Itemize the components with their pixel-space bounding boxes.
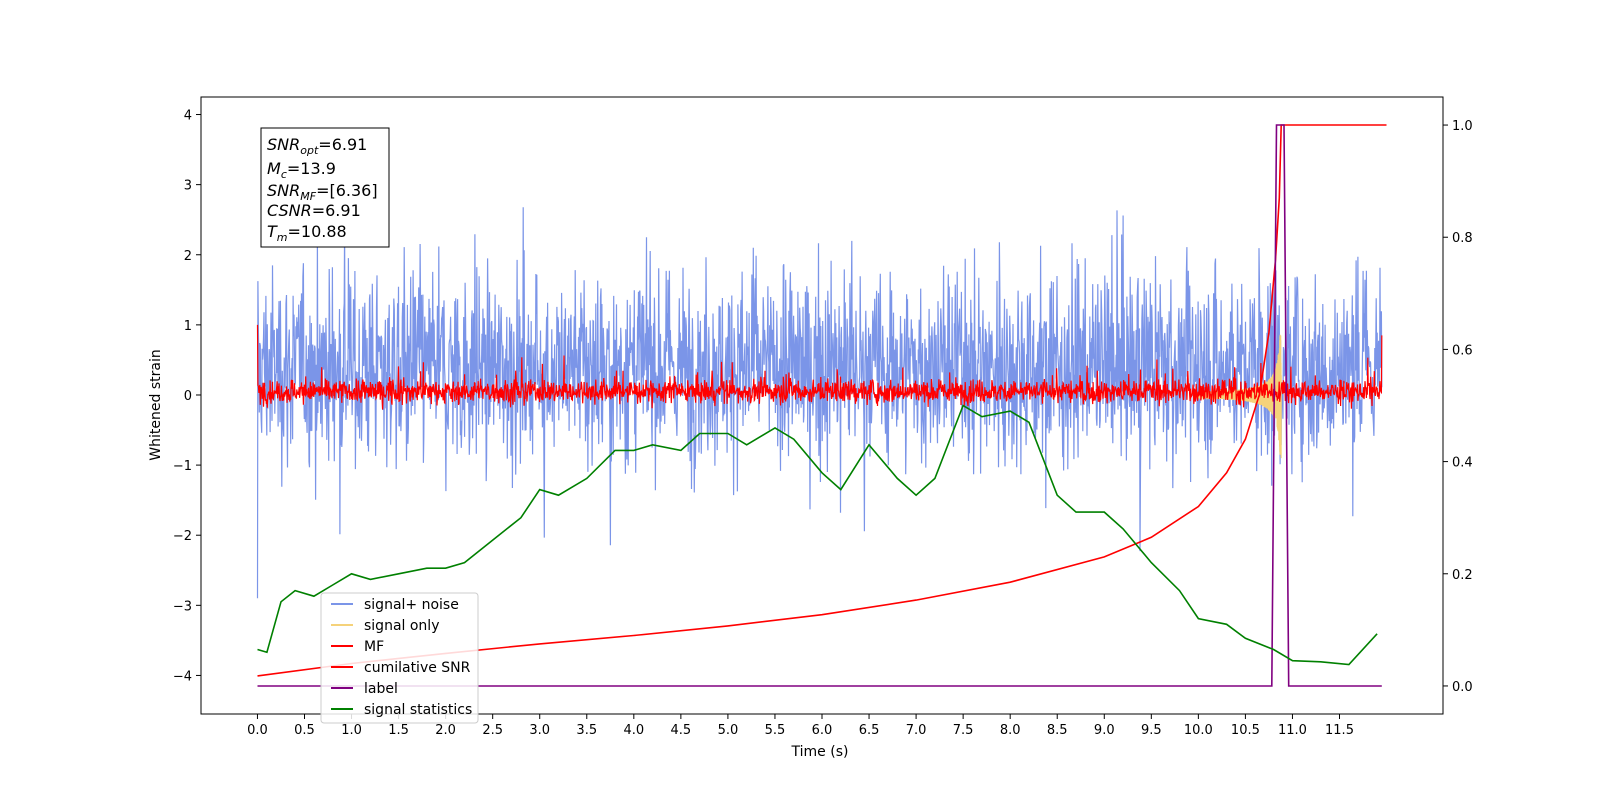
label-line	[257, 124, 1382, 687]
y-tick-label: −1	[173, 459, 192, 474]
y-tick-label: 1	[184, 319, 192, 334]
x-tick-label: 4.0	[623, 723, 644, 738]
y-tick-label: −4	[173, 669, 192, 684]
x-tick-label: 1.5	[388, 723, 409, 738]
legend: signal+ noise signal only MF cumilative SNR…	[320, 592, 479, 724]
x-tick-label: 3.5	[576, 723, 597, 738]
legend-label: MF	[364, 639, 384, 655]
info-mc: Mc=13.9	[267, 159, 336, 181]
legend-label: signal statistics	[364, 702, 472, 718]
x-tick-label: 10.5	[1231, 723, 1260, 738]
info-tm: Tm=10.88	[267, 222, 347, 244]
y-axis-label: Whitened strain	[148, 349, 164, 460]
y2-tick-label: 1.0	[1452, 119, 1473, 134]
info-csnr: CSNR=6.91	[267, 201, 361, 220]
x-tick-label: 2.0	[435, 723, 456, 738]
x-tick-label: 10.0	[1184, 723, 1213, 738]
x-tick-label: 11.0	[1278, 723, 1307, 738]
y-tick-label: 0	[184, 389, 192, 404]
x-tick-label: 9.0	[1094, 723, 1115, 738]
x-tick-label: 9.5	[1141, 723, 1162, 738]
y-tick-label: −3	[173, 599, 192, 614]
y-tick-label: 4	[184, 109, 192, 124]
x-tick-label: 5.5	[765, 723, 786, 738]
x-tick-label: 5.0	[718, 723, 739, 738]
signal-noise-line	[256, 207, 1383, 599]
series-layer	[256, 124, 1387, 687]
info-snr-opt: SNRopt=6.91	[267, 135, 367, 157]
x-axis: 0.0 0.5 1.0 1.5 2.0 2.5 3.0 3.5 4.0 4.5 5.0 5.5 6.0 6…	[247, 714, 1354, 738]
x-tick-label: 0.0	[247, 723, 268, 738]
y-axis-left: 4 3 2 1 0 −1 −2 −3 −4	[173, 109, 201, 684]
cumulative-snr-line	[257, 124, 1387, 677]
x-tick-label: 6.5	[859, 723, 880, 738]
x-axis-label: Time (s)	[791, 744, 849, 760]
x-tick-label: 8.0	[1000, 723, 1021, 738]
legend-label: signal only	[364, 618, 439, 634]
x-tick-label: 2.5	[482, 723, 503, 738]
y-tick-label: 3	[184, 179, 192, 194]
y2-tick-label: 0.8	[1452, 231, 1473, 246]
x-tick-label: 4.5	[671, 723, 692, 738]
info-snr-mf: SNRMF=[6.36]	[267, 181, 378, 203]
x-tick-label: 11.5	[1325, 723, 1354, 738]
legend-label: cumilative SNR	[364, 660, 471, 676]
mf-line	[256, 324, 1383, 410]
x-tick-label: 8.5	[1047, 723, 1068, 738]
x-tick-label: 1.0	[341, 723, 362, 738]
legend-label: label	[364, 681, 398, 697]
legend-label: signal+ noise	[364, 597, 459, 613]
y2-tick-label: 0.0	[1452, 680, 1473, 695]
x-tick-label: 7.0	[906, 723, 927, 738]
y2-tick-label: 0.4	[1452, 456, 1473, 471]
y-tick-label: −2	[173, 529, 192, 544]
y-axis-right: 1.0 0.8 0.6 0.4 0.2 0.0	[1443, 119, 1473, 695]
x-tick-label: 6.0	[812, 723, 833, 738]
x-tick-label: 0.5	[294, 723, 315, 738]
y2-tick-label: 0.2	[1452, 568, 1473, 583]
signal-statistics-line	[257, 404, 1378, 666]
y-tick-label: 2	[184, 249, 192, 264]
info-box: SNRopt=6.91 Mc=13.9 SNRMF=[6.36] CSNR=6.…	[260, 127, 390, 248]
y2-tick-label: 0.6	[1452, 343, 1473, 358]
x-tick-label: 3.0	[529, 723, 550, 738]
x-tick-label: 7.5	[953, 723, 974, 738]
